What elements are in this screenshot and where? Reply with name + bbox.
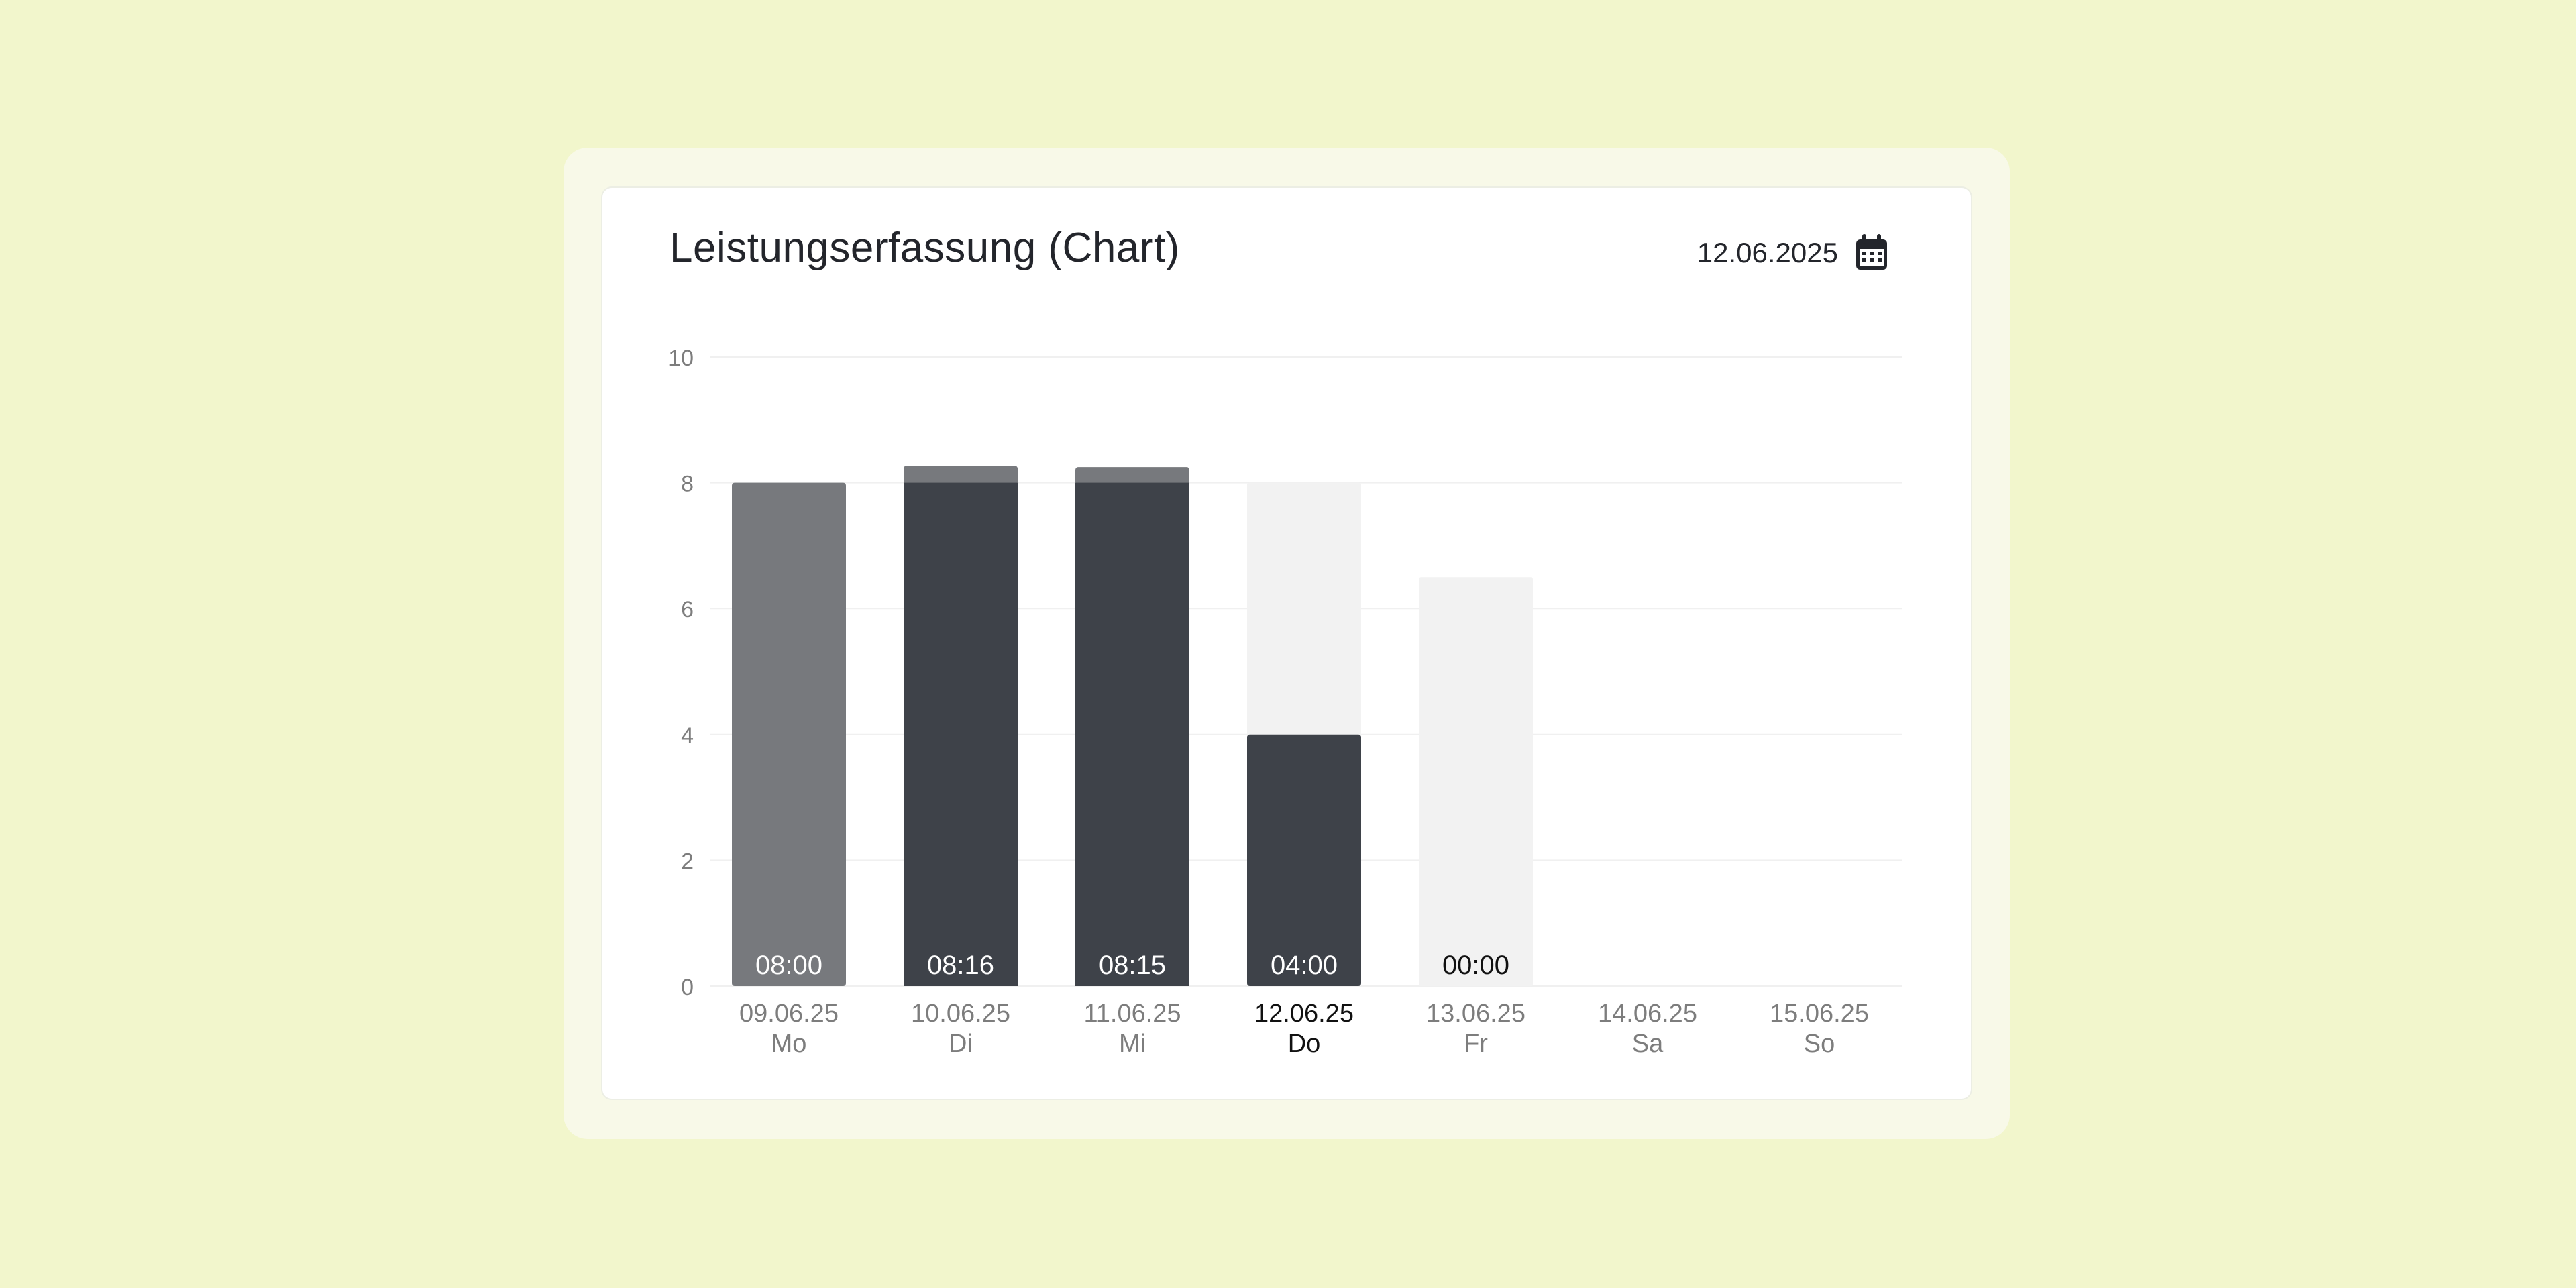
bar-value-label: 08:00 <box>755 951 822 980</box>
x-tick-date: 12.06.25 <box>1254 1000 1354 1028</box>
overtime-bar <box>1075 467 1189 485</box>
x-tick-date: 10.06.25 <box>911 1000 1010 1028</box>
date-picker[interactable]: 12.06.2025 <box>1697 229 1890 276</box>
x-tick-day: Mi <box>1119 1030 1146 1058</box>
bar-value-label: 04:00 <box>1271 951 1338 980</box>
calendar-icon[interactable] <box>1853 233 1890 273</box>
x-tick-date: 13.06.25 <box>1426 1000 1525 1028</box>
y-tick-label: 2 <box>681 849 694 874</box>
overtime-bar <box>904 466 1018 485</box>
bar-value-label: 00:00 <box>1442 951 1509 980</box>
x-tick-date: 15.06.25 <box>1770 1000 1869 1028</box>
logged-bar <box>1247 734 1361 986</box>
y-tick-label: 6 <box>681 597 694 623</box>
y-tick-label: 4 <box>681 723 694 749</box>
bar-value-label: 08:15 <box>1099 951 1166 980</box>
x-tick-day: Fr <box>1464 1030 1488 1058</box>
y-tick-label: 8 <box>681 472 694 497</box>
y-tick-label: 0 <box>681 975 694 1000</box>
card-frame: 0 2 4 6 8 10 08:00 09.06.25 Mo 08:16 10.06.25 Di 08:… <box>564 148 2010 1139</box>
x-tick-day: Do <box>1288 1030 1321 1058</box>
x-tick-day: Di <box>949 1030 973 1058</box>
x-tick-date: 09.06.25 <box>739 1000 839 1028</box>
logged-bar <box>732 482 846 986</box>
logged-bar <box>904 482 1018 986</box>
x-tick-date: 14.06.25 <box>1598 1000 1697 1028</box>
bar-value-label: 08:16 <box>927 951 994 980</box>
x-tick-date: 11.06.25 <box>1083 1000 1181 1028</box>
x-tick-day: Sa <box>1632 1030 1664 1058</box>
x-tick-day: Mo <box>771 1030 807 1058</box>
x-tick-day: So <box>1804 1030 1835 1058</box>
card-title: Leistungserfassung (Chart) <box>669 225 1180 271</box>
target-bar <box>1419 577 1533 986</box>
y-tick-label: 10 <box>668 345 694 371</box>
chart-card: 0 2 4 6 8 10 08:00 09.06.25 Mo 08:16 10.06.25 Di 08:… <box>602 188 1971 1099</box>
logged-bar <box>1075 482 1189 986</box>
selected-date: 12.06.2025 <box>1697 237 1838 268</box>
